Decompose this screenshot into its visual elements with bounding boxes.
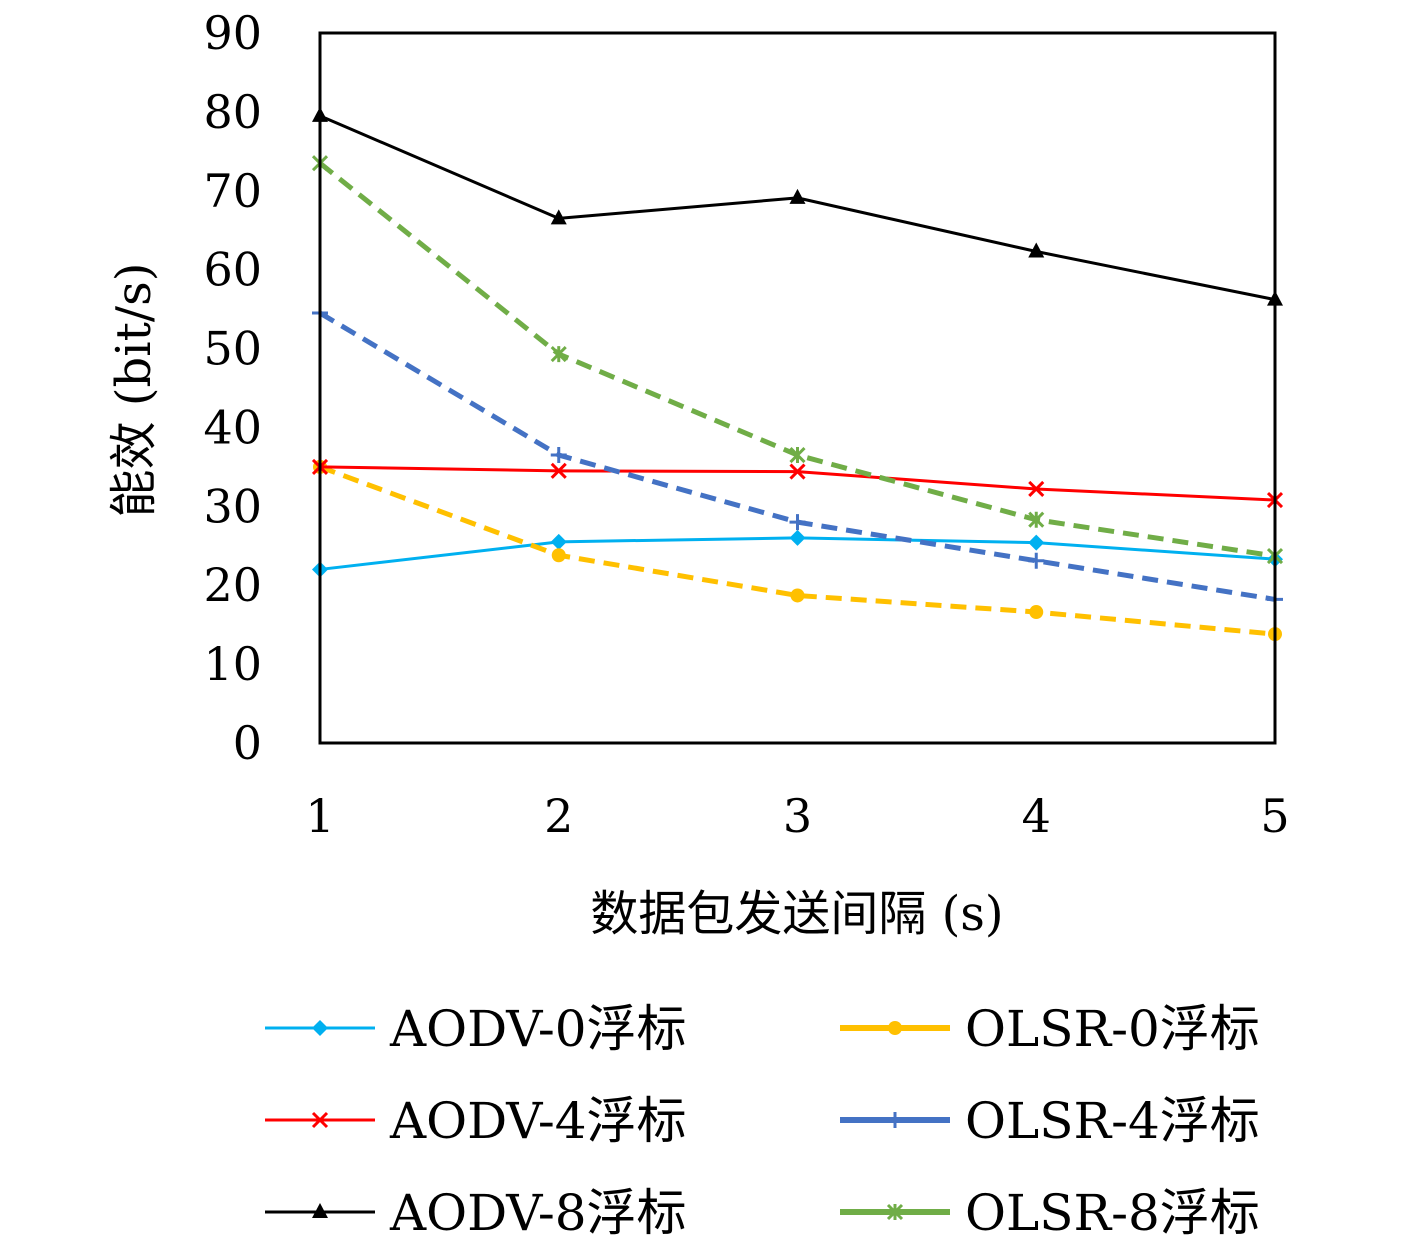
series-line-6 — [318, 161, 1276, 559]
legend-marker — [311, 1111, 329, 1129]
legend-marker — [887, 1112, 903, 1128]
legend-item: OLSR-0浮标 — [840, 1000, 1260, 1058]
y-tick-label: 80 — [203, 85, 262, 139]
y-tick-label: 70 — [203, 164, 262, 218]
series-6-point-3 — [789, 446, 806, 464]
y-tick-label: 10 — [203, 637, 262, 691]
plot-frame — [318, 31, 1277, 745]
series-5-point-2 — [550, 209, 567, 225]
x-tick-label: 2 — [544, 789, 573, 843]
series-3-point-4 — [1028, 480, 1045, 498]
y-tick-label: 60 — [203, 243, 262, 297]
legend-item: OLSR-8浮标 — [840, 1184, 1260, 1242]
x-tick-label: 4 — [1022, 789, 1051, 843]
legend-label: AODV-4浮标 — [389, 1092, 687, 1150]
x-tick-label: 3 — [783, 789, 812, 843]
series-1-point-2 — [550, 533, 567, 550]
legend-marker — [312, 1203, 328, 1218]
series-2-point-4 — [1029, 605, 1044, 620]
legend-marker — [312, 1020, 328, 1036]
series-4-point-2 — [550, 447, 567, 464]
series-3-point-3 — [789, 463, 806, 480]
series-line-2 — [319, 464, 1276, 637]
y-tick-label: 50 — [203, 322, 262, 376]
series-6-point-4 — [1028, 511, 1045, 528]
series-4-point-3 — [789, 514, 806, 531]
series-line-5 — [319, 114, 1276, 302]
legend-item: AODV-4浮标 — [265, 1092, 687, 1150]
x-tick-label: 1 — [305, 789, 334, 843]
y-axis-ticks: 0 10 20 30 40 50 60 70 80 90 — [203, 6, 262, 770]
y-tick-label: 40 — [203, 400, 262, 454]
y-tick-label: 0 — [233, 716, 262, 770]
series-2-point-3 — [790, 588, 805, 603]
legend-label: OLSR-8浮标 — [965, 1184, 1260, 1242]
legend-marker — [886, 1203, 904, 1221]
y-tick-label: 30 — [203, 479, 262, 533]
y-axis-title: 能效 (bit/s) — [106, 263, 162, 518]
legend-label: AODV-0浮标 — [389, 1000, 687, 1058]
x-axis-title: 数据包发送间隔 (s) — [590, 886, 1003, 942]
x-axis-ticks: 1 2 3 4 5 — [305, 789, 1289, 843]
legend-label: AODV-8浮标 — [389, 1184, 687, 1242]
series-6-point-2 — [550, 346, 567, 363]
legend: AODV-0浮标 OLSR-0浮标 AODV-4浮标 OLSR-4浮标 AODV-8浮标… — [265, 1000, 1260, 1242]
series-1-point-3 — [789, 529, 806, 546]
legend-item: AODV-8浮标 — [265, 1184, 687, 1242]
series-5-point-3 — [789, 188, 806, 204]
series-5-point-4 — [1028, 242, 1045, 258]
x-tick-label: 5 — [1260, 789, 1289, 843]
legend-marker — [888, 1021, 902, 1035]
legend-label: OLSR-4浮标 — [965, 1092, 1260, 1150]
series-2-point-2 — [551, 548, 566, 563]
y-tick-label: 90 — [203, 6, 262, 60]
y-tick-label: 20 — [203, 558, 262, 612]
series-4-point-4 — [1028, 552, 1045, 569]
series-3-point-2 — [550, 462, 567, 479]
plot-area — [311, 31, 1284, 745]
legend-item: OLSR-4浮标 — [840, 1092, 1260, 1150]
legend-item: AODV-0浮标 — [265, 1000, 687, 1058]
legend-label: OLSR-0浮标 — [965, 1000, 1260, 1058]
series-1-point-4 — [1028, 534, 1045, 551]
